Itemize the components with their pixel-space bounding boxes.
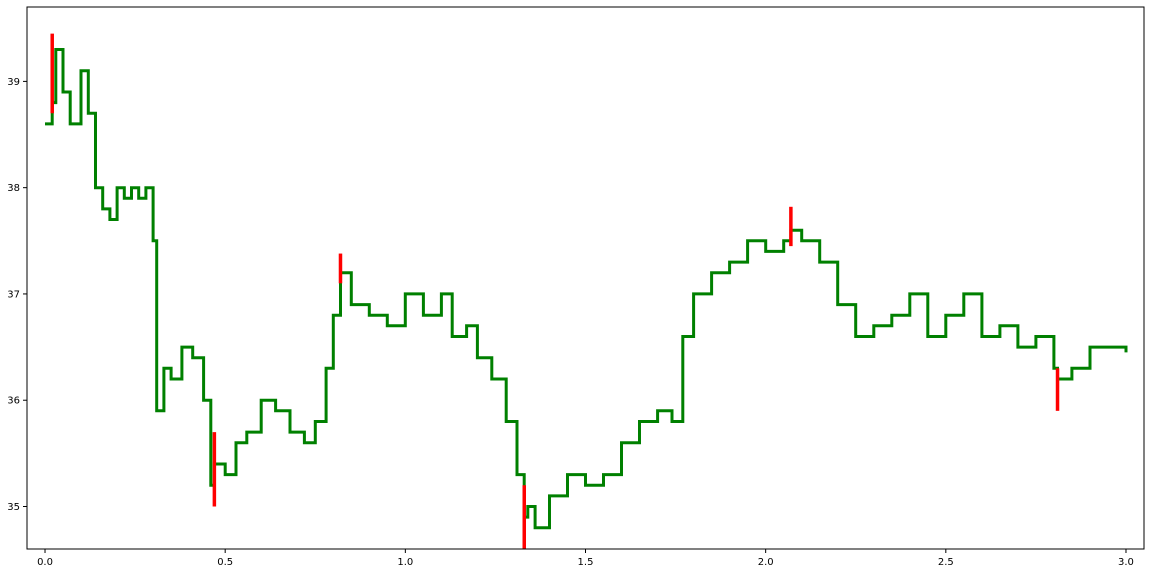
plot-area [45,33,1128,549]
x-tick-label: 2.0 [758,557,774,568]
x-tick-label: 0.5 [217,557,233,568]
y-tick-label: 39 [7,77,20,88]
y-tick-label: 38 [7,183,20,194]
x-tick-label: 1.0 [397,557,413,568]
y-tick-label: 35 [7,502,20,513]
y-tick-label: 37 [7,289,20,300]
y-axis: 35 36 37 38 39 [7,77,27,513]
x-tick-label: 0.0 [37,557,53,568]
x-tick-label: 3.0 [1118,557,1134,568]
x-axis: 0.0 0.5 1.0 1.5 2.0 2.5 3.0 [37,549,1134,568]
x-tick-label: 1.5 [578,557,594,568]
x-tick-label: 2.5 [938,557,954,568]
y-tick-label: 36 [7,396,20,407]
series-line-0 [45,48,1128,530]
